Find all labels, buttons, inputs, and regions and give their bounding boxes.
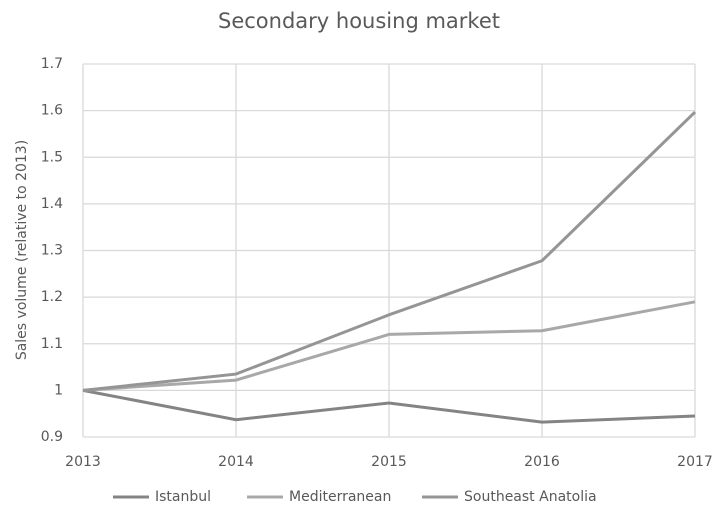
x-tick-label: 2017	[677, 454, 713, 470]
y-tick-label: 1.2	[41, 289, 63, 305]
y-tick-label: 0.9	[41, 429, 63, 445]
chart-title: Secondary housing market	[218, 9, 500, 33]
x-tick-label: 2015	[371, 454, 407, 470]
series-line	[82, 300, 696, 392]
legend-label: Mediterranean	[289, 489, 391, 505]
y-tick-label: 1.6	[41, 103, 63, 119]
y-tick-label: 1.7	[41, 56, 63, 72]
legend-label: Istanbul	[155, 489, 211, 505]
series-line	[82, 388, 696, 424]
y-tick-label: 1.1	[41, 336, 63, 352]
y-tick-label: 1.4	[41, 196, 63, 212]
x-tick-label: 2014	[218, 454, 254, 470]
series-line	[82, 110, 697, 392]
y-tick-label: 1.5	[41, 149, 63, 165]
legend-label: Southeast Anatolia	[464, 489, 597, 505]
y-tick-label: 1	[54, 382, 63, 398]
y-tick-label: 1.3	[41, 243, 63, 259]
x-tick-label: 2016	[524, 454, 560, 470]
x-tick-label: 2013	[65, 454, 101, 470]
y-axis-label: Sales volume (relative to 2013)	[14, 140, 30, 360]
